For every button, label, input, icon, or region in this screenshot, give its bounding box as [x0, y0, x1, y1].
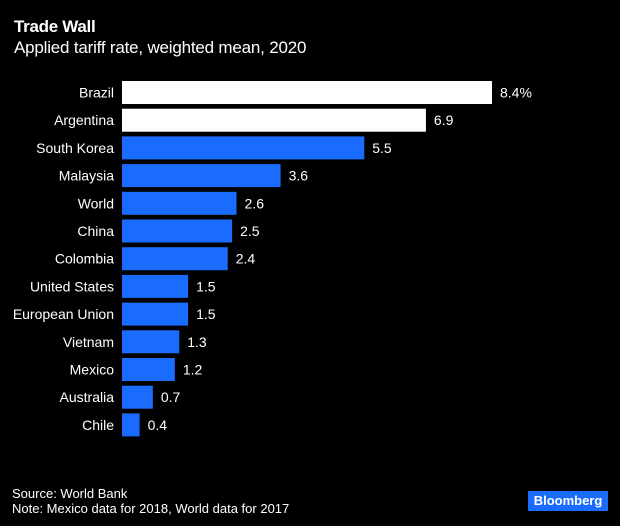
- bar-argentina: [122, 108, 426, 132]
- value-label-china: 2.5: [240, 223, 260, 239]
- bar-united-states: [122, 274, 189, 298]
- category-label-mexico: Mexico: [70, 362, 115, 378]
- value-label-world: 2.6: [245, 195, 265, 211]
- value-label-mexico: 1.2: [183, 362, 203, 378]
- bar-world: [122, 191, 237, 215]
- bar-brazil: [122, 81, 492, 104]
- bar-malaysia: [122, 164, 281, 188]
- footer-notes: Source: World Bank Note: Mexico data for…: [12, 486, 289, 516]
- value-label-south-korea: 5.5: [372, 140, 392, 156]
- category-label-vietnam: Vietnam: [63, 334, 114, 350]
- value-label-european-union: 1.5: [196, 306, 216, 322]
- chart-subtitle: Applied tariff rate, weighted mean, 2020: [14, 38, 307, 57]
- bar-mexico: [122, 358, 175, 381]
- bar-australia: [122, 385, 153, 409]
- chart-title: Trade Wall: [14, 17, 96, 36]
- bar-chile: [122, 413, 140, 437]
- note-text: Note: Mexico data for 2018, World data f…: [12, 501, 290, 516]
- bar-china: [122, 219, 233, 243]
- category-label-china: China: [77, 223, 114, 239]
- bar-colombia: [122, 247, 228, 271]
- category-label-argentina: Argentina: [54, 112, 114, 128]
- bar-european-union: [122, 302, 189, 326]
- value-label-united-states: 1.5: [196, 278, 216, 294]
- category-label-brazil: Brazil: [79, 85, 114, 101]
- category-label-chile: Chile: [82, 417, 114, 433]
- source-text: Source: World Bank: [12, 486, 128, 501]
- value-label-malaysia: 3.6: [289, 168, 309, 184]
- value-label-argentina: 6.9: [434, 112, 454, 128]
- category-label-united-states: United States: [30, 278, 114, 294]
- value-label-chile: 0.4: [148, 417, 168, 433]
- bar-south-korea: [122, 136, 365, 160]
- value-label-colombia: 2.4: [236, 251, 256, 267]
- value-label-australia: 0.7: [161, 389, 181, 405]
- value-label-brazil: 8.4%: [500, 85, 532, 101]
- category-label-australia: Australia: [60, 389, 115, 405]
- category-label-south-korea: South Korea: [36, 140, 114, 156]
- bar-chart: Brazil 8.4% Argentina 6.9 South Korea 5.5 Mala…: [13, 81, 532, 437]
- category-label-world: World: [78, 195, 114, 211]
- bar-vietnam: [122, 330, 180, 354]
- category-label-european-union: European Union: [13, 306, 114, 322]
- bloomberg-logo: Bloomberg: [528, 491, 608, 511]
- category-label-malaysia: Malaysia: [59, 168, 114, 184]
- value-label-vietnam: 1.3: [187, 334, 207, 350]
- category-label-colombia: Colombia: [55, 251, 114, 267]
